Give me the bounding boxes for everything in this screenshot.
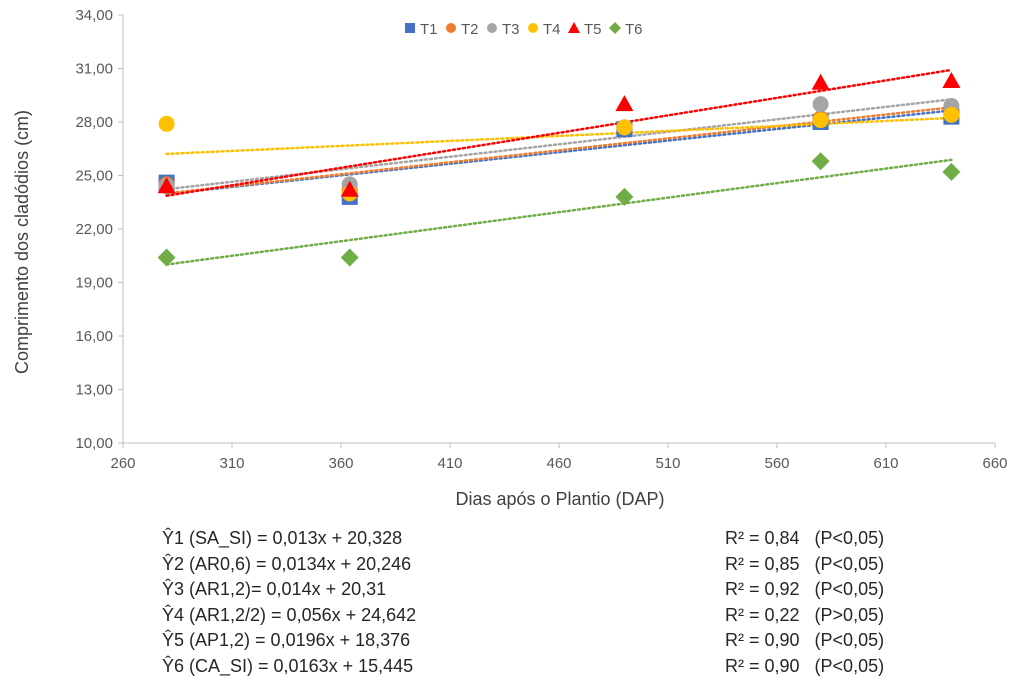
data-point-t6 (942, 162, 961, 181)
regression-equation: Ŷ5 (AP1,2) = 0,0196x + 18,376 (162, 630, 411, 650)
y-tick-label: 10,00 (75, 435, 113, 452)
data-point-t6 (157, 248, 176, 267)
y-tick-label: 34,00 (75, 7, 113, 24)
legend-marker-t3 (487, 23, 497, 33)
data-points (157, 71, 961, 267)
legend-label-t1: T1 (420, 21, 438, 38)
x-axis-title: Dias após o Plantio (DAP) (455, 489, 664, 509)
y-tick-label: 19,00 (75, 275, 113, 292)
r-squared-label: R² = 0,84 (P<0,05) (725, 528, 885, 548)
data-point-t4 (943, 106, 960, 123)
y-tick-label: 13,00 (75, 382, 113, 399)
x-tick-label: 660 (982, 455, 1007, 472)
regression-equation: Ŷ3 (AR1,2)= 0,014x + 20,31 (162, 579, 387, 599)
x-tick-label: 260 (110, 455, 135, 472)
regression-equation: Ŷ4 (AR1,2/2) = 0,056x + 24,642 (162, 604, 417, 625)
scatter-chart: T1 T2 T3 T4 T5 T6 260 310 360 410 460 510 560 610 660… (12, 7, 1008, 509)
y-tick-label: 25,00 (75, 168, 113, 185)
x-tick-label: 460 (546, 455, 571, 472)
legend-label-t3: T3 (502, 21, 520, 38)
x-tick-label: 310 (219, 455, 244, 472)
data-point-t5 (157, 177, 176, 194)
y-tick-label: 31,00 (75, 61, 113, 78)
y-tick-label: 22,00 (75, 221, 113, 238)
legend-label-t2: T2 (461, 21, 479, 38)
data-point-t5 (340, 180, 359, 197)
legend-label-t4: T4 (543, 21, 561, 38)
data-point-t4 (158, 115, 175, 132)
data-point-t3 (812, 96, 829, 113)
data-point-t4 (616, 119, 633, 136)
legend-label-t5: T5 (584, 21, 602, 38)
x-tick-label: 610 (873, 455, 898, 472)
y-tick-label: 16,00 (75, 328, 113, 345)
x-tick-label: 360 (328, 455, 353, 472)
regression-equation: Ŷ1 (SA_SI) = 0,013x + 20,328 (162, 528, 403, 548)
trendline-t4 (165, 116, 953, 156)
r-squared-label: R² = 0,22 (P>0,05) (725, 604, 885, 625)
data-point-t6 (615, 187, 634, 206)
legend: T1 T2 T3 T4 T5 T6 (405, 21, 643, 38)
r-squared-label: R² = 0,85 (P<0,05) (725, 553, 885, 574)
data-point-t5 (942, 71, 961, 88)
legend-marker-t6 (609, 22, 621, 34)
legend-marker-t1 (405, 23, 415, 33)
r-squared-label: R² = 0,92 (P<0,05) (725, 579, 885, 599)
data-point-t4 (812, 112, 829, 129)
legend-marker-t4 (528, 23, 538, 33)
trendline-t5 (165, 68, 953, 198)
r-squared-label: R² = 0,90 (P<0,05) (725, 630, 885, 650)
x-tick-labels: 260 310 360 410 460 510 560 610 660 (110, 455, 1007, 472)
legend-marker-t2 (446, 23, 456, 33)
data-point-t5 (811, 73, 830, 90)
legend-label-t6: T6 (625, 21, 643, 38)
y-axis-title: Comprimento dos cladódios (cm) (12, 110, 32, 374)
axes (118, 14, 996, 448)
data-point-t6 (340, 248, 359, 267)
data-point-t5 (615, 95, 634, 112)
y-tick-label: 28,00 (75, 114, 113, 131)
trendline-t2 (165, 106, 953, 195)
x-tick-label: 410 (437, 455, 462, 472)
trendlines (165, 68, 953, 266)
legend-marker-t5 (568, 22, 580, 33)
x-tick-label: 510 (655, 455, 680, 472)
regression-equation: Ŷ6 (CA_SI) = 0,0163x + 15,445 (162, 655, 414, 676)
trendline-t6 (165, 158, 953, 266)
regression-equation: Ŷ2 (AR0,6) = 0,0134x + 20,246 (162, 553, 412, 574)
data-point-t6 (811, 152, 830, 171)
x-tick-label: 560 (764, 455, 789, 472)
y-tick-labels: 10,00 13,00 16,00 19,00 22,00 25,00 28,00 31,00… (75, 7, 113, 452)
r-squared-label: R² = 0,90 (P<0,05) (725, 655, 885, 676)
